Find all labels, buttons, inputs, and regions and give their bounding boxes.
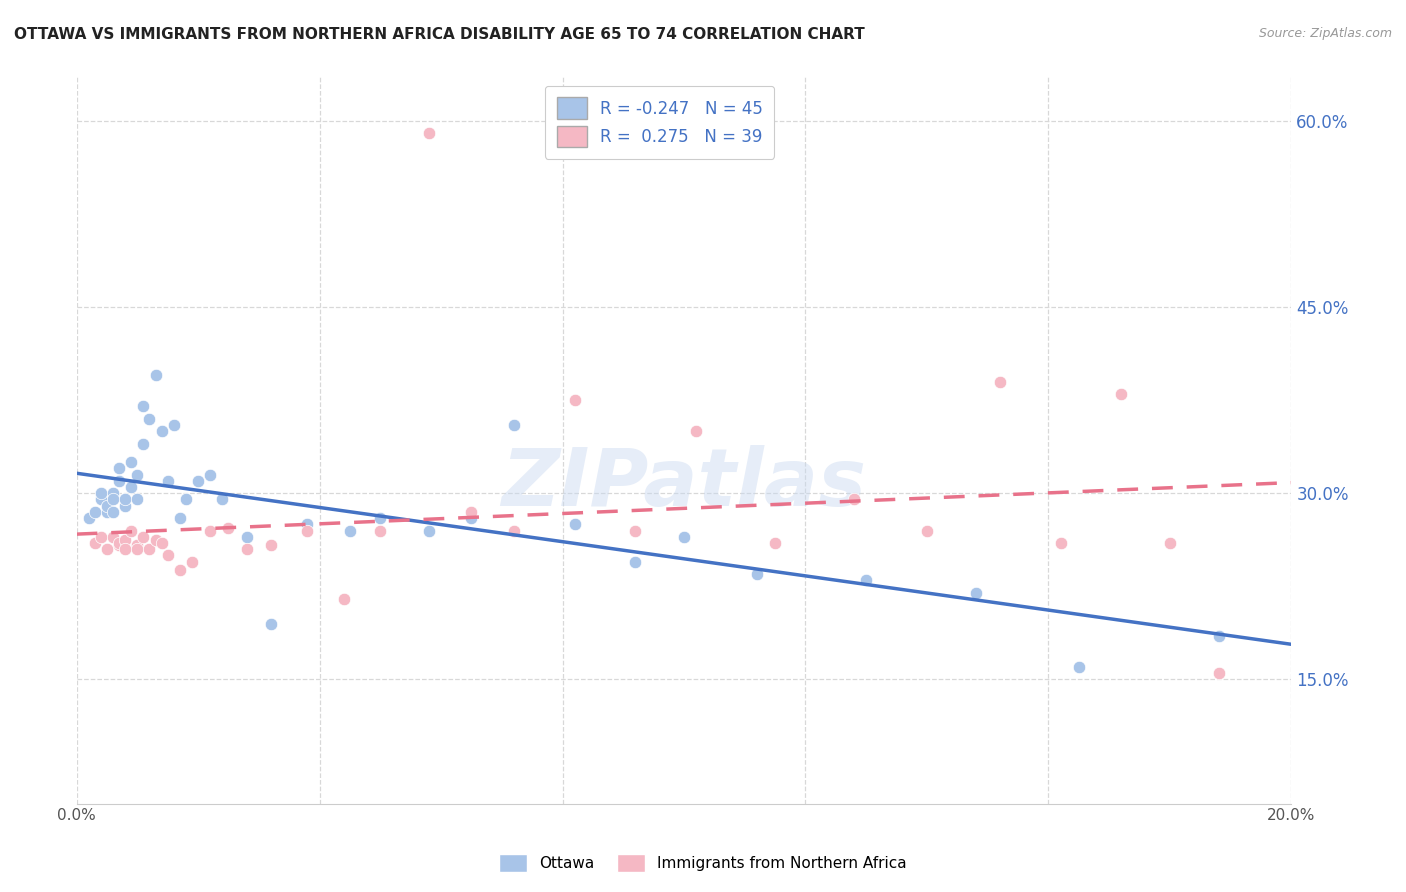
Point <box>169 511 191 525</box>
Point <box>460 505 482 519</box>
Point <box>150 424 173 438</box>
Point <box>169 563 191 577</box>
Point <box>1159 536 1181 550</box>
Point <box>503 417 526 432</box>
Point <box>120 524 142 538</box>
Point <box>198 524 221 538</box>
Point <box>145 368 167 383</box>
Point <box>217 521 239 535</box>
Point <box>132 436 155 450</box>
Point <box>101 530 124 544</box>
Point <box>368 524 391 538</box>
Legend: R = -0.247   N = 45, R =  0.275   N = 39: R = -0.247 N = 45, R = 0.275 N = 39 <box>546 86 775 159</box>
Point <box>127 492 149 507</box>
Point <box>83 505 105 519</box>
Point <box>132 530 155 544</box>
Point <box>260 616 283 631</box>
Point <box>339 524 361 538</box>
Point <box>1208 666 1230 681</box>
Point <box>96 499 118 513</box>
Legend: Ottawa, Immigrants from Northern Africa: Ottawa, Immigrants from Northern Africa <box>492 846 914 880</box>
Point <box>624 524 647 538</box>
Point <box>174 492 197 507</box>
Point <box>138 412 160 426</box>
Point <box>138 542 160 557</box>
Point <box>564 393 586 408</box>
Point <box>163 417 186 432</box>
Point <box>564 517 586 532</box>
Point <box>418 126 440 140</box>
Point <box>368 511 391 525</box>
Point <box>988 375 1011 389</box>
Point <box>114 542 136 557</box>
Point <box>90 530 112 544</box>
Point <box>187 474 209 488</box>
Point <box>96 542 118 557</box>
Point <box>114 492 136 507</box>
Point <box>181 555 204 569</box>
Point <box>1049 536 1071 550</box>
Point <box>211 492 233 507</box>
Point <box>101 505 124 519</box>
Point <box>763 536 786 550</box>
Point <box>114 533 136 548</box>
Point <box>672 530 695 544</box>
Point <box>915 524 938 538</box>
Point <box>685 424 707 438</box>
Point <box>96 505 118 519</box>
Point <box>127 542 149 557</box>
Text: ZIPatlas: ZIPatlas <box>502 445 866 523</box>
Point <box>418 524 440 538</box>
Point <box>83 536 105 550</box>
Point <box>120 455 142 469</box>
Point <box>156 549 179 563</box>
Point <box>624 555 647 569</box>
Point <box>101 492 124 507</box>
Point <box>1067 660 1090 674</box>
Point <box>150 536 173 550</box>
Point <box>156 474 179 488</box>
Point <box>333 591 356 606</box>
Point <box>965 585 987 599</box>
Point <box>108 536 131 550</box>
Point <box>1208 629 1230 643</box>
Point <box>108 538 131 552</box>
Point <box>120 480 142 494</box>
Text: Source: ZipAtlas.com: Source: ZipAtlas.com <box>1258 27 1392 40</box>
Point <box>842 492 865 507</box>
Point <box>235 530 257 544</box>
Point <box>114 499 136 513</box>
Point <box>77 511 100 525</box>
Point <box>127 538 149 552</box>
Point <box>297 524 319 538</box>
Point <box>101 486 124 500</box>
Point <box>90 486 112 500</box>
Point <box>108 474 131 488</box>
Point <box>90 492 112 507</box>
Text: OTTAWA VS IMMIGRANTS FROM NORTHERN AFRICA DISABILITY AGE 65 TO 74 CORRELATION CH: OTTAWA VS IMMIGRANTS FROM NORTHERN AFRIC… <box>14 27 865 42</box>
Point <box>297 517 319 532</box>
Point <box>260 538 283 552</box>
Point <box>132 400 155 414</box>
Point <box>503 524 526 538</box>
Point <box>460 511 482 525</box>
Point <box>127 467 149 482</box>
Point <box>235 542 257 557</box>
Point <box>145 533 167 548</box>
Point <box>855 573 877 587</box>
Point <box>1111 387 1133 401</box>
Point <box>745 566 768 581</box>
Point <box>198 467 221 482</box>
Point <box>108 461 131 475</box>
